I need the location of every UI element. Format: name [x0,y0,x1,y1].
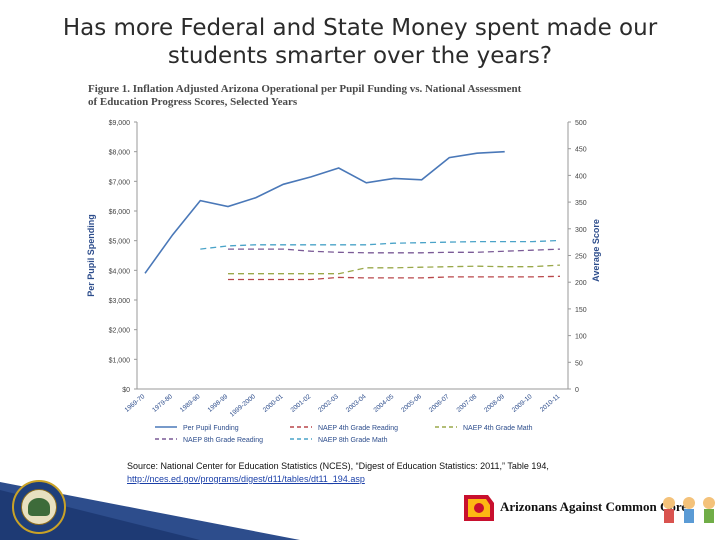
right-tick-label: 400 [575,173,587,180]
right-tick-label: 0 [575,387,579,394]
x-tick-label: 2006-07 [428,393,451,414]
slide-title-line2: students smarter over the years? [167,43,553,69]
right-tick-label: 200 [575,280,587,287]
right-tick-label: 50 [575,360,583,367]
x-tick-label: 1999-2000 [229,393,258,419]
x-tick-label: 1989-90 [179,393,202,414]
x-tick-label: 2008-09 [483,393,506,414]
right-tick-label: 350 [575,200,587,207]
x-tick-label: 1979-80 [151,393,174,414]
x-tick-label: 1998-99 [207,393,230,414]
x-tick-label: 2009-10 [511,393,534,414]
arizona-flag-icon [464,495,494,521]
figure-caption-line1: Figure 1. Inflation Adjusted Arizona Ope… [88,83,522,95]
slide-title-line1: Has more Federal and State Money spent m… [62,15,658,41]
legend-label-naep-8th-grade-math: NAEP 8th Grade Math [318,437,388,444]
arizona-seal-icon [12,480,66,534]
seal-inner-icon [21,489,57,525]
x-tick-label: 2005-06 [400,393,423,414]
series-line-naep-4th-grade-reading [228,275,561,281]
funding-vs-naep-chart: $0 $1,000 $2,000 $3,000 $4,000 $5,000 $6,000 $7… [86,120,601,444]
right-tick-label: 500 [575,120,587,127]
legend-label-naep-8th-grade-reading: NAEP 8th Grade Reading [183,437,263,444]
figure-caption: Figure 1. Inflation Adjusted Arizona Ope… [88,83,608,109]
left-tick-label: $9,000 [109,120,131,127]
left-tick-label: $6,000 [109,209,131,216]
left-tick-label: $8,000 [109,150,131,157]
legend-label-naep-4th-grade-math: NAEP 4th Grade Math [463,425,533,432]
x-tick-label: 1969-70 [124,393,147,414]
left-tick-label: $2,000 [109,328,131,335]
source-link[interactable]: http://nces.ed.gov/programs/digest/d11/t… [127,474,365,484]
x-tick-label: 2000-01 [262,393,285,414]
left-tick-label: $7,000 [109,179,131,186]
left-tick-label: $0 [122,387,130,394]
legend-label-per-pupil-funding: Per Pupil Funding [183,425,239,432]
x-tick-label: 2002-03 [317,393,340,414]
brand-name: Arizonans Against Common Core [500,499,688,514]
right-tick-label: 450 [575,147,587,154]
series-line-naep-4th-grade-math [228,264,561,275]
series-line-naep-8th-grade-reading [228,248,561,254]
kids-cartoon-icon [663,497,715,523]
left-tick-label: $3,000 [109,298,131,305]
y-axis-title: Per Pupil Spending [86,214,96,297]
figure-caption-line2: of Education Progress Scores, Selected Y… [88,96,298,108]
series-line-per-pupil-funding [144,150,505,274]
series-line-naep-8th-grade-math [200,239,561,250]
right-tick-label: 250 [575,254,587,261]
right-tick-label: 150 [575,307,587,314]
right-tick-label: 100 [575,334,587,341]
source-note: Source: National Center for Education St… [127,460,549,486]
slide-title: Has more Federal and State Money spent m… [0,14,720,70]
x-tick-label: 2003-04 [345,393,368,414]
legend-label-naep-4th-grade-reading: NAEP 4th Grade Reading [318,425,398,432]
x-tick-label: 2004-05 [373,393,396,414]
left-tick-label: $4,000 [109,268,131,275]
left-tick-label: $1,000 [109,357,131,364]
brand-logo: Arizonans Against Common Core [460,493,687,523]
right-tick-label: 300 [575,227,587,234]
x-tick-label: 2007-08 [456,393,479,414]
y2-axis-title: Average Score [591,219,601,282]
left-tick-label: $5,000 [109,239,131,246]
x-tick-label: 2001-02 [290,393,313,414]
x-tick-label: 2010-11 [539,393,562,414]
source-text: Source: National Center for Education St… [127,461,549,471]
